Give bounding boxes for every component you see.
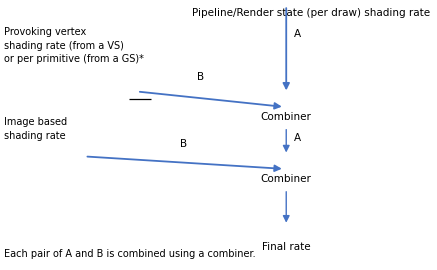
Text: B: B xyxy=(198,72,205,82)
Text: Combiner: Combiner xyxy=(261,112,312,122)
Text: Combiner: Combiner xyxy=(261,174,312,184)
Text: Pipeline/Render state (per draw) shading rate: Pipeline/Render state (per draw) shading… xyxy=(192,8,430,18)
Text: Each pair of A and B is combined using a combiner.: Each pair of A and B is combined using a… xyxy=(4,249,256,259)
Text: B: B xyxy=(180,139,187,150)
Text: A: A xyxy=(294,29,301,39)
Text: Image based
shading rate: Image based shading rate xyxy=(4,117,67,141)
Text: Provoking vertex
shading rate (from a VS)
or per primitive (from a GS)*: Provoking vertex shading rate (from a VS… xyxy=(4,27,144,64)
Text: Final rate: Final rate xyxy=(262,242,311,252)
Text: A: A xyxy=(294,133,301,143)
